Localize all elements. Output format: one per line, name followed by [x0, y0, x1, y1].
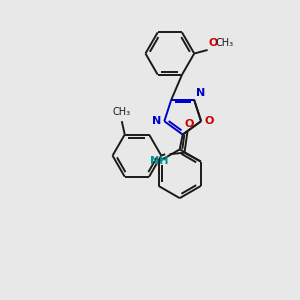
Text: CH₃: CH₃: [113, 107, 131, 117]
Text: O: O: [205, 116, 214, 126]
Text: N: N: [196, 88, 205, 98]
Text: NH: NH: [150, 156, 169, 166]
Text: O: O: [184, 119, 194, 129]
Text: N: N: [152, 116, 161, 126]
Text: CH₃: CH₃: [216, 38, 234, 49]
Text: O: O: [208, 38, 218, 49]
